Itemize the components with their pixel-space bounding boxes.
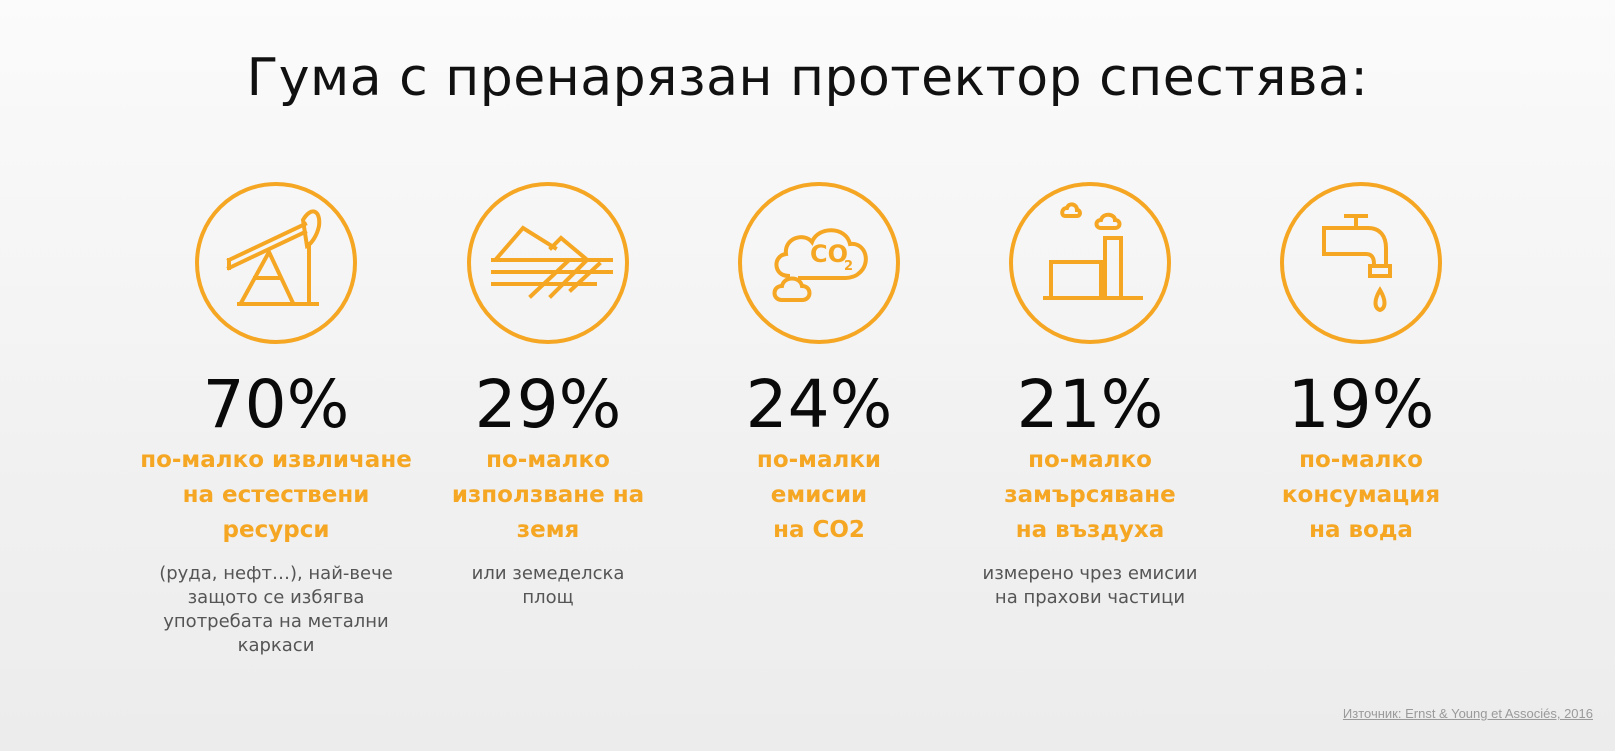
stat-value: 21% [1016,366,1164,443]
stat-label: по-малки емисии на CO2 [756,447,882,543]
water-tap-icon [1280,182,1442,344]
stat-land-use: 29% по-малко използване на земя или земе… [398,182,698,610]
co2-icon-text: CO [810,240,848,268]
stat-note: измерено чрез емисии на прахови частици [982,563,1198,608]
stat-value: 29% [474,366,622,443]
stat-co2-emissions: CO 2 24% по-малки емисии на CO2 [669,182,969,562]
co2-icon-subscript: 2 [844,259,853,274]
co2-cloud-icon: CO 2 [738,182,900,344]
source-link[interactable]: Източник: Ernst & Young et Associés, 201… [1342,706,1593,721]
stat-air-pollution: 21% по-малко замърсяване на въздуха изме… [940,182,1240,610]
stat-value: 70% [202,366,350,443]
stat-label: по-малко използване на земя [451,447,645,543]
stat-value: 24% [745,366,893,443]
factory-icon [1009,182,1171,344]
stat-label: по-малко консумация на вода [1281,447,1441,543]
stat-note: (руда, нефт…), най-вече защото се избягв… [159,563,393,656]
stat-label: по-малко извличане на естествени ресурси [140,447,412,543]
stat-label: по-малко замърсяване на въздуха [1004,447,1176,543]
land-field-icon [467,182,629,344]
stat-natural-resources: 70% по-малко извличане на естествени рес… [126,182,426,658]
stat-water-consumption: 19% по-малко консумация на вода [1211,182,1511,562]
stat-note: или земеделска площ [471,563,625,608]
oil-pump-icon [195,182,357,344]
stat-value: 19% [1287,366,1435,443]
page-title: Гума с пренарязан протектор спестява: [246,48,1369,108]
